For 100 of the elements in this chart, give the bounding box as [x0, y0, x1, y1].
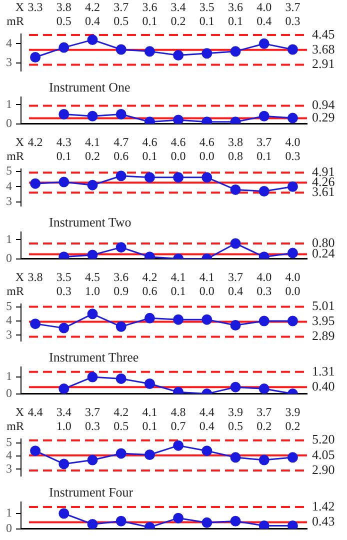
y-tick-label: 5: [6, 435, 12, 450]
data-label: 3.5: [56, 270, 72, 284]
data-label: 3.9: [228, 405, 243, 420]
point: [58, 458, 70, 470]
data-label: 3.6: [228, 0, 243, 14]
ref-line-label: 1.31: [312, 363, 335, 378]
data-label: 0.3: [85, 419, 100, 434]
point: [202, 517, 212, 528]
y-tick-label: 1: [6, 232, 12, 246]
text: X: [15, 270, 24, 284]
data-label: 3.7: [114, 0, 129, 14]
data-label: 1.0: [56, 419, 72, 434]
point: [287, 181, 298, 192]
data-label: 4.2: [142, 270, 158, 284]
data-label: 3.8: [228, 135, 243, 150]
point: [116, 448, 126, 459]
ref-line-label: 0.43: [312, 514, 335, 529]
ref-line-label: 5.20: [312, 432, 335, 447]
data-label: 0.0: [285, 284, 300, 298]
ref-line-label: 0.40: [312, 378, 335, 394]
data-label: 0.1: [228, 14, 243, 28]
y-tick-label: 5: [6, 298, 12, 313]
y-tick-label: 5: [6, 163, 12, 178]
point: [30, 52, 41, 62]
point: [30, 178, 41, 189]
data-label: 0.8: [228, 149, 243, 164]
data-label: 3.9: [285, 405, 300, 420]
point: [173, 50, 184, 61]
y-tick-label: 0: [6, 250, 12, 265]
data-label: 3.7: [285, 0, 300, 14]
text: X: [15, 0, 24, 14]
ref-line-label: 3.68: [312, 41, 335, 56]
data-label: 3.6: [142, 0, 158, 14]
point: [173, 512, 184, 524]
y-tick-label: 3: [6, 327, 12, 342]
data-label: 0.0: [199, 284, 214, 298]
point: [230, 46, 241, 57]
data-label: 0.1: [199, 14, 214, 28]
data-label: 4.3: [56, 135, 72, 150]
data-label: 3.5: [199, 0, 214, 14]
point: [230, 184, 241, 195]
data-label: 0.3: [285, 14, 300, 28]
chart-title: Instrument One: [49, 79, 130, 94]
point: [87, 34, 98, 46]
data-label: 3.7: [256, 405, 272, 420]
data-label: 0.1: [142, 149, 158, 164]
data-label: 4.5: [85, 270, 100, 284]
data-label: 0.2: [85, 149, 100, 164]
data-label: 0.1: [142, 419, 158, 434]
point: [287, 248, 298, 258]
point: [287, 520, 298, 529]
data-label: 0.5: [56, 14, 72, 28]
point: [230, 516, 241, 526]
point: [87, 308, 98, 320]
data-label: 4.0: [285, 270, 300, 284]
point: [173, 440, 184, 451]
point: [58, 384, 70, 394]
data-label: 0.1: [142, 14, 158, 28]
point: [116, 321, 126, 332]
y-tick-label: 3: [6, 55, 12, 70]
data-label: 0.2: [285, 419, 300, 434]
data-label: 4.0: [256, 0, 272, 14]
point: [58, 108, 70, 120]
point: [116, 516, 126, 526]
point: [202, 446, 212, 456]
point: [287, 44, 298, 55]
data-label: 0.2: [170, 14, 186, 28]
y-tick-label: 1: [6, 369, 12, 384]
point: [116, 108, 126, 120]
data-label: 4.1: [142, 405, 158, 420]
data-label: 4.4: [199, 405, 214, 420]
y-tick-label: 3: [6, 194, 12, 208]
point: [287, 316, 298, 326]
y-tick-label: 1: [6, 506, 12, 520]
y-tick-label: 4: [6, 36, 12, 50]
data-label: 4.1: [199, 270, 214, 284]
data-label: 4.6: [142, 135, 158, 150]
ref-line-label: 4.45: [312, 26, 335, 42]
data-label: 0.3: [256, 284, 272, 298]
y-tick-label: 3: [6, 461, 12, 476]
point: [87, 454, 98, 466]
data-label: 0.0: [199, 149, 214, 164]
data-label: 0.9: [114, 284, 129, 298]
y-tick-label: 0: [6, 386, 12, 400]
data-label: 0.3: [56, 284, 72, 298]
point: [230, 382, 241, 392]
ref-line-label: 2.90: [312, 462, 335, 477]
y-tick-label: 1: [6, 96, 12, 111]
point: [87, 110, 98, 122]
text: mR: [6, 14, 24, 28]
data-label: 3.7: [228, 270, 243, 284]
data-label: 0.2: [256, 419, 272, 434]
data-label: 4.2: [85, 0, 100, 14]
data-label: 4.1: [170, 270, 186, 284]
data-label: 0.5: [114, 14, 129, 28]
point: [202, 48, 212, 59]
text: mR: [6, 149, 24, 164]
text: X: [15, 405, 24, 420]
y-tick-label: 4: [6, 178, 12, 193]
data-label: 3.7: [256, 135, 272, 150]
